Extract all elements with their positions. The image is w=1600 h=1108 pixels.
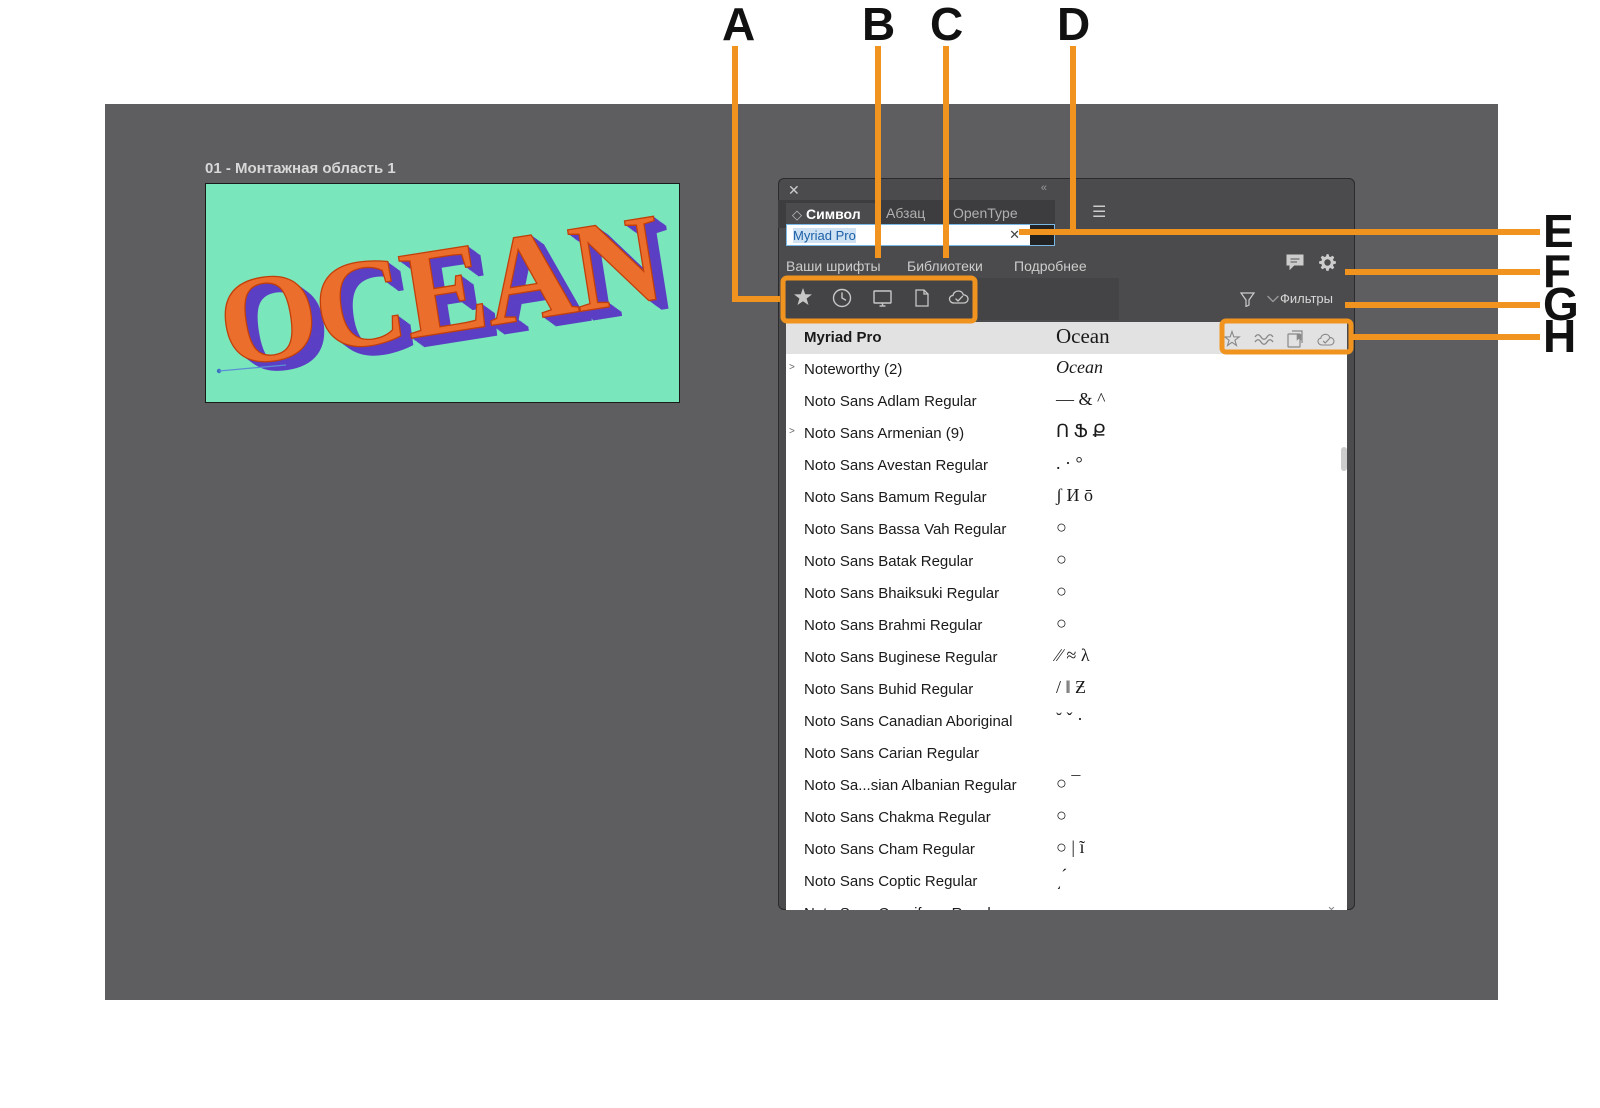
svg-text:H: H [1543,310,1576,362]
svg-text:D: D [1057,0,1090,50]
svg-text:A: A [722,0,755,50]
svg-text:B: B [862,0,895,50]
svg-text:C: C [930,0,963,50]
